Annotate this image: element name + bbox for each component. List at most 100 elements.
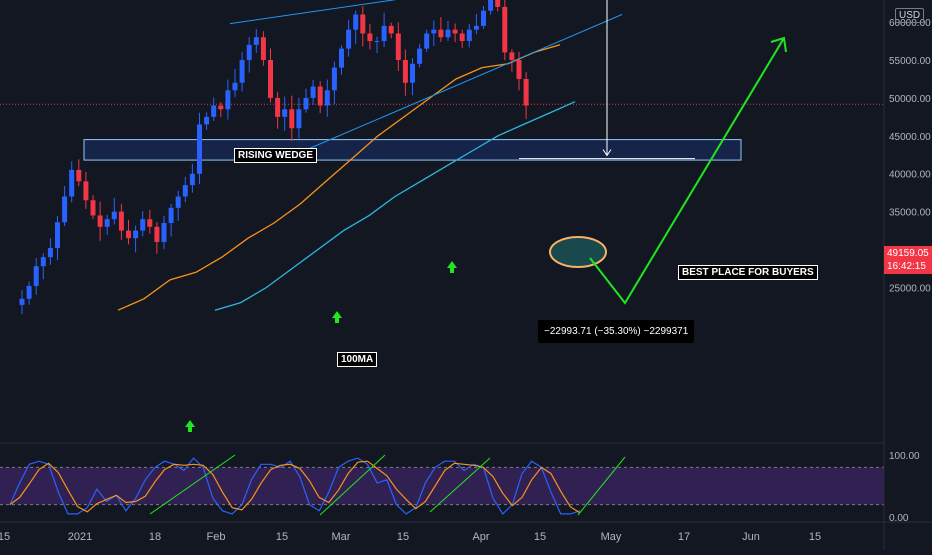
x-tick-label: Jun (742, 531, 760, 543)
y-tick-label: 45000.00 (889, 132, 931, 143)
candle-body (76, 169, 82, 182)
candle-body (289, 109, 295, 129)
currency-badge[interactable]: USD (895, 8, 925, 23)
candle-body (62, 196, 68, 223)
current-price-value: 49159.05 (887, 248, 929, 259)
ma-orange-line (117, 44, 561, 311)
wedge-lower-line (299, 14, 623, 153)
candle-body (140, 219, 146, 231)
candle-body (104, 219, 110, 227)
candle-body (473, 25, 479, 30)
candle-body (481, 10, 486, 26)
candle-body (353, 14, 359, 30)
x-tick-label: 2021 (68, 531, 92, 543)
candle-body (154, 226, 160, 242)
y-tick-label: 50000.00 (889, 94, 931, 105)
rising-wedge-label: RISING WEDGE (234, 148, 318, 163)
stoch-band (0, 467, 884, 505)
candle-body (253, 37, 259, 45)
candle-body (509, 52, 515, 60)
x-tick-label: 17 (678, 531, 690, 543)
current-price-tag: 49159.05 16:42:15 (884, 246, 932, 274)
candle-body (324, 90, 330, 106)
candle-body (211, 105, 217, 117)
candle-body (502, 6, 508, 53)
main-panel (0, 103, 884, 161)
candle-body (374, 41, 380, 43)
candle-body (516, 60, 522, 79)
candle-body (168, 207, 174, 224)
stoch-d-line (9, 460, 581, 514)
stoch-trend-line (577, 456, 626, 516)
candles-group (19, 0, 529, 315)
candle-body (381, 25, 387, 42)
stoch-trend-line (319, 454, 386, 516)
candle-body (402, 60, 408, 83)
best-place-label: BEST PLACE FOR BUYERS (678, 265, 818, 280)
x-tick-label: 15 (534, 531, 546, 543)
x-tick-label: 15 (397, 531, 409, 543)
y-tick-label: 55000.00 (889, 56, 931, 67)
candle-body (118, 211, 124, 231)
candle-body (161, 223, 167, 242)
candle-body (331, 67, 337, 91)
osc-y-tick-label: 100.00 (889, 451, 920, 462)
candle-body (218, 105, 224, 110)
candle-body (182, 185, 188, 197)
candle-body (147, 219, 153, 227)
stochastic-panel (0, 442, 884, 516)
candle-body (239, 60, 245, 83)
forecast-arrow-line (589, 37, 785, 305)
candle-body (431, 29, 437, 34)
ma-100-line (214, 101, 576, 311)
candle-body (111, 211, 117, 220)
measure-label: −22993.71 (−35.30%) −2299371 (538, 320, 695, 343)
stoch-k-line (9, 457, 581, 515)
x-tick-label: 15 (809, 531, 821, 543)
overlays-group (117, 0, 787, 432)
candle-body (40, 257, 46, 267)
candle-body (395, 33, 401, 60)
candle-body (452, 29, 458, 34)
x-tick-label: 18 (149, 531, 161, 543)
y-tick-label: 40000.00 (889, 170, 931, 181)
up-arrow-icon (185, 420, 195, 432)
forecast-arrowhead (770, 36, 787, 53)
candle-body (26, 285, 32, 299)
candle-body (69, 169, 75, 197)
candle-body (175, 196, 181, 208)
candle-body (466, 29, 472, 42)
up-arrow-icon (447, 261, 457, 273)
candle-body (317, 86, 323, 106)
x-tick-label: Apr (472, 531, 489, 543)
candle-body (260, 37, 266, 60)
candle-body (126, 230, 131, 239)
candle-body (296, 109, 302, 129)
up-arrow-icon (332, 311, 342, 323)
candle-body (204, 116, 210, 125)
candle-body (410, 63, 415, 83)
candle-body (83, 181, 89, 201)
candle-body (445, 29, 451, 38)
y-tick-label: 25000.00 (889, 283, 931, 294)
candle-body (246, 44, 252, 60)
candle-body (225, 90, 231, 110)
candle-body (424, 33, 430, 49)
wedge-upper-line (229, 0, 397, 25)
candle-body (33, 266, 39, 286)
x-tick-label: 15 (0, 531, 10, 543)
y-tick-label: 35000.00 (889, 208, 931, 219)
candle-body (197, 124, 202, 174)
candle-body (275, 97, 281, 117)
candle-body (90, 200, 96, 216)
price-countdown: 16:42:15 (887, 261, 926, 272)
candle-body (55, 222, 60, 249)
candle-body (47, 248, 53, 258)
candle-body (488, 0, 494, 11)
candle-body (495, 0, 501, 7)
candle-body (339, 48, 344, 68)
ma100-label: 100MA (337, 352, 378, 367)
buy-zone-ellipse (549, 236, 607, 268)
candle-body (388, 25, 394, 34)
